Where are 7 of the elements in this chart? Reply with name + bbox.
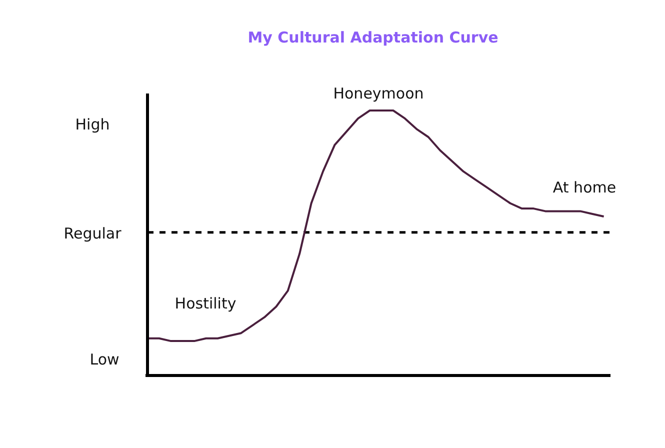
text: Honeymoon (333, 84, 424, 102)
text: Low (90, 350, 120, 368)
annotation: Hostility (174, 294, 236, 312)
text: Regular (64, 224, 122, 242)
text: High (75, 116, 110, 134)
chart-title: My Cultural Adaptation Curve (248, 28, 498, 46)
annotation: At home (552, 178, 616, 196)
